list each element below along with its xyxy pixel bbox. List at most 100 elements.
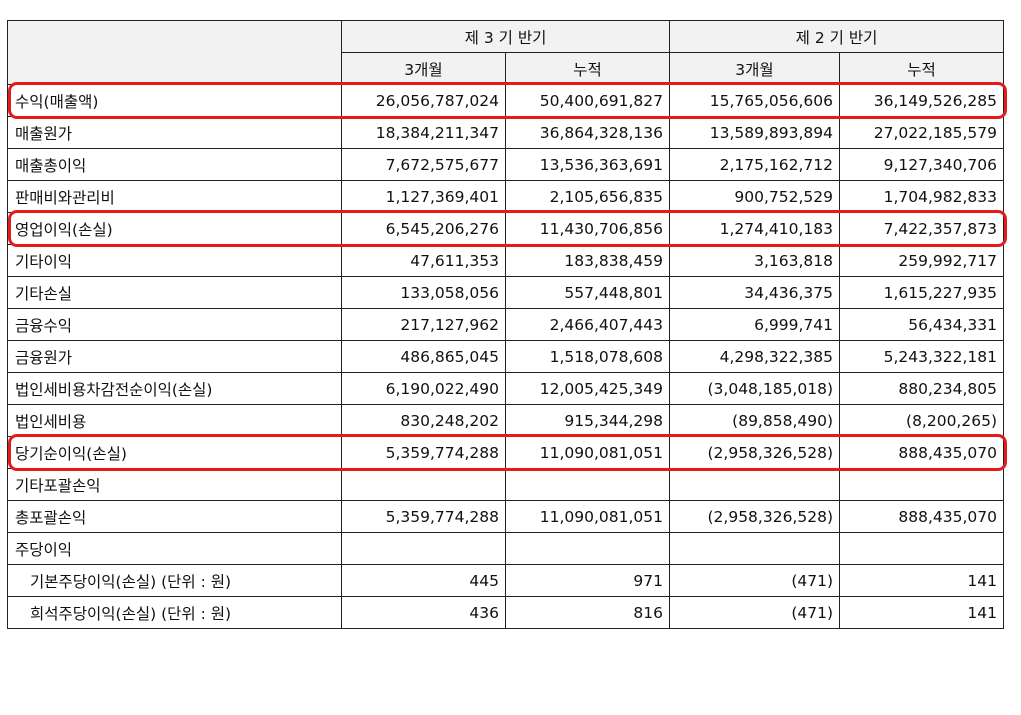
row-label: 영업이익(손실) [7, 212, 342, 245]
row-value: 11,090,081,051 [505, 436, 670, 469]
row-value: 5,243,322,181 [839, 340, 1004, 373]
row-value: 816 [505, 596, 670, 629]
row-value: (471) [669, 596, 840, 629]
row-label: 기타손실 [7, 276, 342, 309]
row-value: (8,200,265) [839, 404, 1004, 437]
header-current-3month: 3개월 [341, 52, 506, 85]
table-row: 판매비와관리비 1,127,369,401 2,105,656,835 900,752… [7, 180, 1004, 213]
row-value: 36,149,526,285 [839, 84, 1004, 117]
row-value: 830,248,202 [341, 404, 506, 437]
header-current-cumulative: 누적 [505, 52, 670, 85]
row-value: 1,274,410,183 [669, 212, 840, 245]
row-value: 486,865,045 [341, 340, 506, 373]
row-label: 금융원가 [7, 340, 342, 373]
header-period-prior: 제 2 기 반기 [669, 20, 1004, 53]
row-value: 2,105,656,835 [505, 180, 670, 213]
row-value [341, 532, 506, 565]
row-value: 47,611,353 [341, 244, 506, 277]
row-value: 1,615,227,935 [839, 276, 1004, 309]
row-value: 915,344,298 [505, 404, 670, 437]
row-value: 6,999,741 [669, 308, 840, 341]
row-value: 888,435,070 [839, 500, 1004, 533]
row-value: 36,864,328,136 [505, 116, 670, 149]
row-value [669, 532, 840, 565]
row-label: 주당이익 [7, 532, 342, 565]
table-row: 영업이익(손실) 6,545,206,276 11,430,706,856 1,274… [7, 212, 1004, 245]
row-value: 888,435,070 [839, 436, 1004, 469]
table-row: 희석주당이익(손실) (단위 : 원) 436 816 (471) 141 [7, 596, 1004, 629]
row-value: 12,005,425,349 [505, 372, 670, 405]
table-row: 수익(매출액) 26,056,787,024 50,400,691,827 15,76… [7, 84, 1004, 117]
row-value: (2,958,326,528) [669, 436, 840, 469]
row-value: 1,127,369,401 [341, 180, 506, 213]
row-value: 27,022,185,579 [839, 116, 1004, 149]
row-label: 금융수익 [7, 308, 342, 341]
row-value: 557,448,801 [505, 276, 670, 309]
row-value: 6,545,206,276 [341, 212, 506, 245]
header-corner [7, 20, 342, 85]
table-row: 법인세비용 830,248,202 915,344,298 (89,858,490)(… [7, 404, 1004, 437]
row-value: 6,190,022,490 [341, 372, 506, 405]
row-value: (3,048,185,018) [669, 372, 840, 405]
table-row: 금융원가 486,865,045 1,518,078,608 4,298,322,38… [7, 340, 1004, 373]
row-value: 1,704,982,833 [839, 180, 1004, 213]
row-value: 900,752,529 [669, 180, 840, 213]
row-value [669, 468, 840, 501]
row-value: 3,163,818 [669, 244, 840, 277]
header-row-periods: 제 3 기 반기 제 2 기 반기 [7, 20, 1004, 85]
row-value: 880,234,805 [839, 372, 1004, 405]
table-row: 법인세비용차감전순이익(손실) 6,190,022,490 12,005,425,3… [7, 372, 1004, 405]
row-value: (471) [669, 564, 840, 597]
row-value: (2,958,326,528) [669, 500, 840, 533]
table-row: 매출총이익 7,672,575,677 13,536,363,691 2,175,16… [7, 148, 1004, 181]
row-value: 13,536,363,691 [505, 148, 670, 181]
row-value [839, 532, 1004, 565]
row-label: 당기순이익(손실) [7, 436, 342, 469]
row-value [341, 468, 506, 501]
row-label: 매출총이익 [7, 148, 342, 181]
row-label: 총포괄손익 [7, 500, 342, 533]
row-value: 11,090,081,051 [505, 500, 670, 533]
row-value: 26,056,787,024 [341, 84, 506, 117]
row-value: 133,058,056 [341, 276, 506, 309]
header-period-current: 제 3 기 반기 [341, 20, 670, 53]
row-label: 기타이익 [7, 244, 342, 277]
row-value [505, 532, 670, 565]
table-row: 당기순이익(손실) 5,359,774,288 11,090,081,051 (2,9… [7, 436, 1004, 469]
table-row: 총포괄손익 5,359,774,288 11,090,081,051 (2,958,3… [7, 500, 1004, 533]
row-value: 141 [839, 596, 1004, 629]
row-label: 법인세비용차감전순이익(손실) [7, 372, 342, 405]
row-value: 217,127,962 [341, 308, 506, 341]
row-value: 2,466,407,443 [505, 308, 670, 341]
row-value: 50,400,691,827 [505, 84, 670, 117]
row-value: 259,992,717 [839, 244, 1004, 277]
row-value: 18,384,211,347 [341, 116, 506, 149]
row-value: 4,298,322,385 [669, 340, 840, 373]
row-value: 7,422,357,873 [839, 212, 1004, 245]
row-value: 971 [505, 564, 670, 597]
row-value: 183,838,459 [505, 244, 670, 277]
income-statement-table: 제 3 기 반기 제 2 기 반기 3개월 누적 3개월 누적 수익(매출액) 2… [7, 20, 1004, 629]
row-value: (89,858,490) [669, 404, 840, 437]
row-label: 매출원가 [7, 116, 342, 149]
row-value [839, 468, 1004, 501]
row-label: 판매비와관리비 [7, 180, 342, 213]
row-label: 기본주당이익(손실) (단위 : 원) [7, 564, 342, 597]
row-value: 2,175,162,712 [669, 148, 840, 181]
row-value: 11,430,706,856 [505, 212, 670, 245]
row-label: 기타포괄손익 [7, 468, 342, 501]
row-value: 34,436,375 [669, 276, 840, 309]
header-prior-cumulative: 누적 [839, 52, 1004, 85]
row-value: 15,765,056,606 [669, 84, 840, 117]
row-value [505, 468, 670, 501]
header-prior-3month: 3개월 [669, 52, 840, 85]
table-row: 기타포괄손익 [7, 468, 1004, 501]
header-row-sub: 3개월 누적 3개월 누적 [8, 52, 1004, 85]
table-row: 기타손실 133,058,056 557,448,801 34,436,375 1,61… [7, 276, 1004, 309]
row-value: 436 [341, 596, 506, 629]
row-label: 법인세비용 [7, 404, 342, 437]
row-value: 7,672,575,677 [341, 148, 506, 181]
row-value: 445 [341, 564, 506, 597]
row-value: 13,589,893,894 [669, 116, 840, 149]
table-row: 기본주당이익(손실) (단위 : 원) 445 971 (471) 141 [7, 564, 1004, 597]
